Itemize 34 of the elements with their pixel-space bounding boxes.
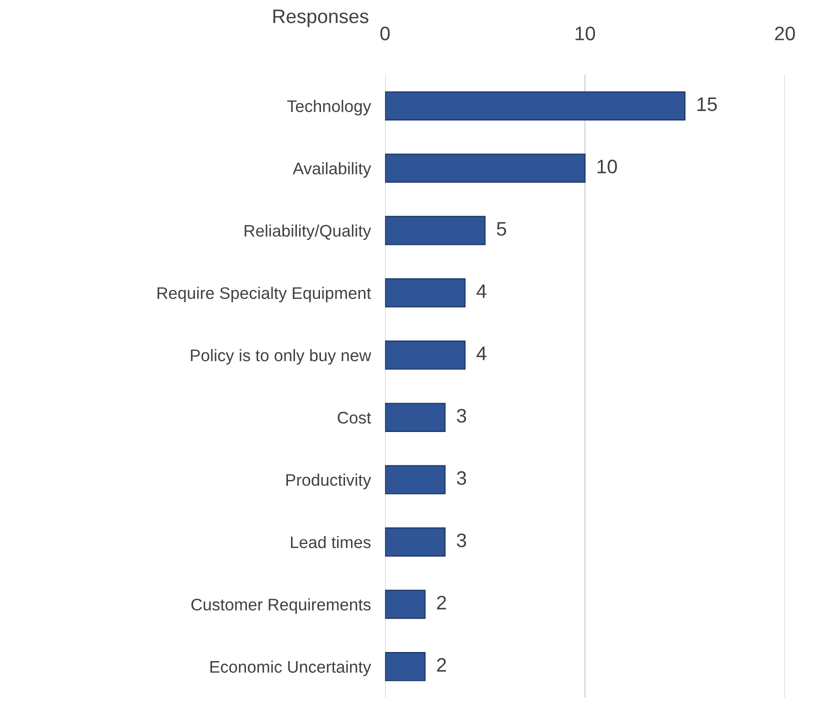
data-label: 2 xyxy=(437,596,446,610)
y-tick-label: Customer Requirements xyxy=(191,598,371,614)
bar xyxy=(385,465,446,494)
bar xyxy=(385,590,426,619)
x-tick-label: 0 xyxy=(380,26,390,40)
y-tick-label: Economic Uncertainty xyxy=(210,660,372,676)
y-tick-label: Productivity xyxy=(286,474,372,490)
y-tick-label: Availability xyxy=(292,162,372,178)
bar xyxy=(385,402,446,432)
bar xyxy=(385,652,426,682)
data-label: 10 xyxy=(598,160,617,174)
y-tick-label: Policy is to only buy new xyxy=(190,349,372,365)
data-label: 4 xyxy=(476,284,486,298)
x-tick-label: 10 xyxy=(576,26,596,40)
data-label: 3 xyxy=(456,533,466,548)
bar xyxy=(385,527,446,557)
bar xyxy=(385,216,486,246)
y-tick-label: Technology xyxy=(287,100,372,116)
bar xyxy=(385,91,686,120)
bar xyxy=(385,154,586,183)
data-label: 15 xyxy=(698,98,717,112)
bar xyxy=(385,278,466,308)
x-tick-label: 20 xyxy=(775,26,795,40)
x-axis-title: Responses xyxy=(273,10,368,28)
data-label: 2 xyxy=(437,658,446,672)
bar xyxy=(385,340,466,370)
data-label: 4 xyxy=(476,346,486,360)
data-label: 3 xyxy=(456,471,466,485)
data-label: 3 xyxy=(456,408,466,423)
y-tick-label: Cost xyxy=(338,412,372,424)
y-tick-label: Reliability/Quality xyxy=(244,224,372,240)
y-tick-label: Require Specialty Equipment xyxy=(158,286,372,302)
y-tick-label: Lead times xyxy=(291,536,371,548)
data-label: 5 xyxy=(496,222,506,236)
